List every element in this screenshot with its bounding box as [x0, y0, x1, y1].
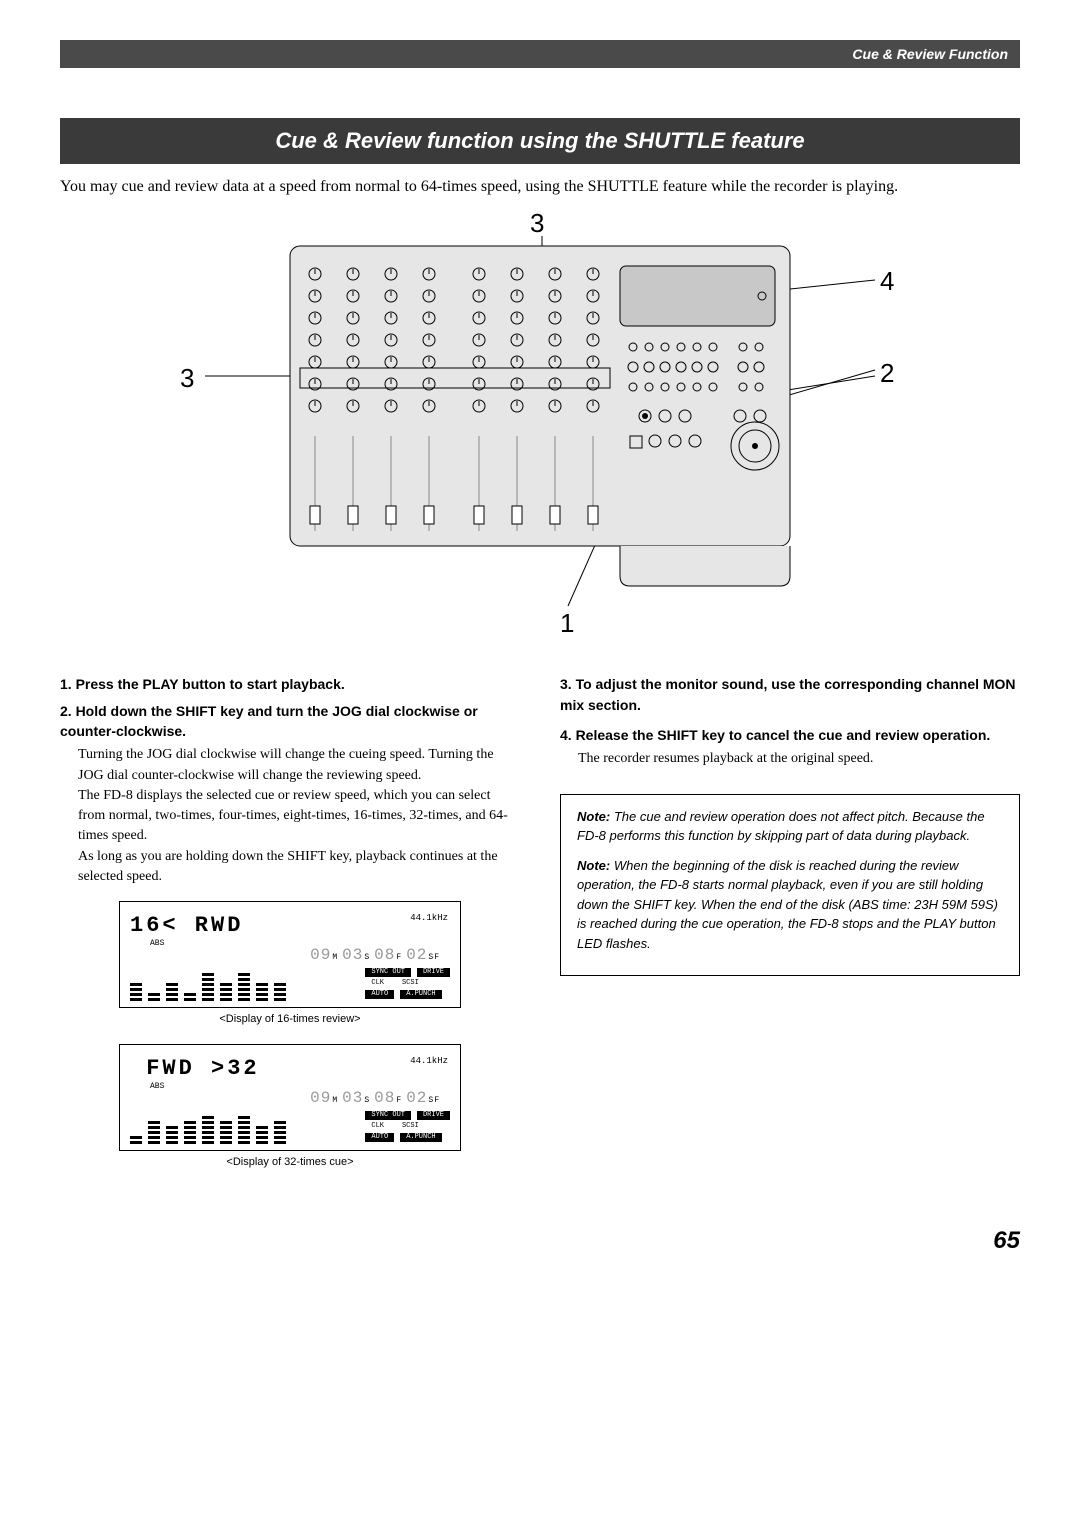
- intro-text: You may cue and review data at a speed f…: [60, 176, 1020, 198]
- note-label-1: Note:: [577, 809, 610, 824]
- note-label-2: Note:: [577, 858, 610, 873]
- step-4-body: The recorder resumes playback at the ori…: [578, 749, 1020, 769]
- lcd2-time: 09M03S08F02SF: [130, 1087, 444, 1110]
- step-2-head: 2. Hold down the SHIFT key and turn the …: [60, 701, 520, 742]
- mixer-diagram: 3 3 4 2 1: [180, 218, 900, 638]
- note-box: Note: The cue and review operation does …: [560, 794, 1020, 977]
- breadcrumb: Cue & Review Function: [852, 46, 1008, 62]
- page-number: 65: [60, 1227, 1020, 1255]
- lcd1-rate: 44.1kHz: [410, 912, 448, 925]
- lcd2-rate: 44.1kHz: [410, 1055, 448, 1068]
- step-3-head: 3. To adjust the monitor sound, use the …: [560, 674, 1020, 715]
- lcd-display-review: 44.1kHz 16< RWD ABS 09M03S08F02SF SYNC O…: [119, 901, 461, 1008]
- note-2-text: When the beginning of the disk is reache…: [577, 858, 998, 951]
- lcd1-caption: <Display of 16-times review>: [60, 1012, 520, 1028]
- lcd2-labels: SYNC OUTDRIVE CLKSCSI AUTOA.PUNCH: [365, 1111, 450, 1144]
- header-bar: Cue & Review Function: [60, 40, 1020, 68]
- lcd1-main: 16< RWD: [130, 910, 450, 942]
- lcd1-time: 09M03S08F02SF: [130, 944, 444, 967]
- lcd2-main: FWD >32: [130, 1053, 450, 1085]
- note-1-text: The cue and review operation does not af…: [577, 809, 985, 844]
- instructions-columns: 1. Press the PLAY button to start playba…: [60, 668, 1020, 1187]
- lcd2-caption: <Display of 32-times cue>: [60, 1155, 520, 1171]
- left-column: 1. Press the PLAY button to start playba…: [60, 668, 520, 1187]
- lcd1-abs: ABS: [150, 938, 164, 950]
- step-4-head: 4. Release the SHIFT key to cancel the c…: [560, 725, 1020, 745]
- lcd1-meters: SYNC OUTDRIVE CLKSCSI AUTOA.PUNCH: [130, 973, 450, 1001]
- lcd1-labels: SYNC OUTDRIVE CLKSCSI AUTOA.PUNCH: [365, 968, 450, 1001]
- right-column: 3. To adjust the monitor sound, use the …: [560, 668, 1020, 1187]
- lcd2-abs: ABS: [150, 1081, 164, 1093]
- lcd2-meters: SYNC OUTDRIVE CLKSCSI AUTOA.PUNCH: [130, 1116, 450, 1144]
- step-2-body: Turning the JOG dial clockwise will chan…: [78, 745, 520, 887]
- mixer-svg: [180, 218, 900, 638]
- section-title: Cue & Review function using the SHUTTLE …: [60, 118, 1020, 164]
- lcd-display-cue: 44.1kHz FWD >32 ABS 09M03S08F02SF SYNC O…: [119, 1044, 461, 1151]
- step-1-head: 1. Press the PLAY button to start playba…: [60, 674, 520, 694]
